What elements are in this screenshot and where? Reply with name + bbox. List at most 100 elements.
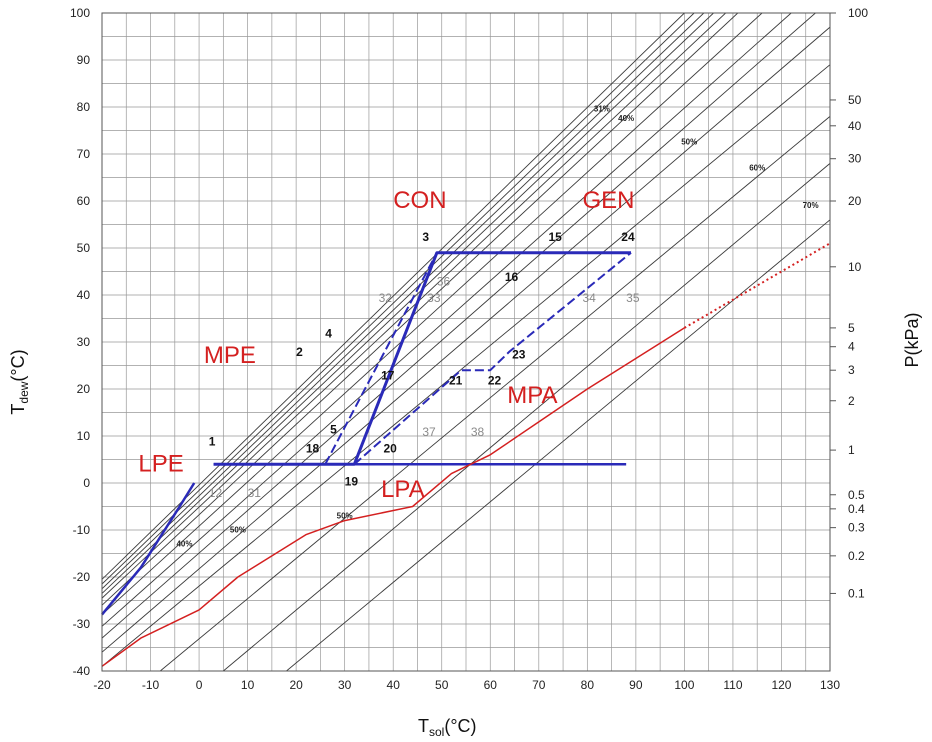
y-tick-label: -10 <box>73 523 91 537</box>
x-tick-label: 20 <box>289 678 303 692</box>
isostere-line <box>159 116 830 671</box>
y-tick-label: 30 <box>77 335 91 349</box>
isostere-label: 50% <box>681 138 697 147</box>
isostere-line <box>102 13 695 585</box>
isostere-line <box>102 26 830 653</box>
state-point-label: 19 <box>345 474 359 488</box>
region-label: LPA <box>381 476 425 503</box>
cycle-dashed-line <box>324 252 438 465</box>
y2-tick-label: 100 <box>848 6 868 20</box>
y2-axis-title: P(kPa) <box>902 312 922 367</box>
state-point-label: 33 <box>427 291 441 305</box>
y-tick-label: 60 <box>77 194 91 208</box>
x-tick-labels: -20 -10 0 10 20 30 40 50 60 70 80 90 100 110 120 130 <box>93 678 840 692</box>
state-point-label: 32 <box>379 291 393 305</box>
x-tick-label: 40 <box>387 678 401 692</box>
state-point-label: 23 <box>512 347 526 361</box>
y2-tick-label: 2 <box>848 394 855 408</box>
state-point-label: 24 <box>621 230 635 244</box>
y2-tick-label: 10 <box>848 260 862 274</box>
y2-tick-label: 0.2 <box>848 549 865 563</box>
y2-tick-label: 3 <box>848 363 855 377</box>
isostere-label: 70% <box>803 201 819 210</box>
isostere-line <box>102 13 792 627</box>
y-tick-label: 80 <box>77 100 91 114</box>
y-tick-label: 50 <box>77 241 91 255</box>
state-point-label: 1 <box>209 434 216 448</box>
y2-tick-label: 5 <box>848 321 855 335</box>
low-pressure-evaporator-line <box>101 482 196 616</box>
state-point-label: 18 <box>306 441 320 455</box>
state-point-label: 36 <box>437 275 451 289</box>
x-tick-label: 130 <box>820 678 840 692</box>
x-tick-label: 100 <box>674 678 694 692</box>
state-point-label: 16 <box>505 270 519 284</box>
y-tick-label: 90 <box>77 53 91 67</box>
state-point-label: 2 <box>296 345 303 359</box>
region-label: CON <box>393 187 446 214</box>
isostere-label: 50% <box>337 511 353 520</box>
y-tick-label: 0 <box>83 476 90 490</box>
isostere-line <box>286 219 830 671</box>
y2-tick-label: 4 <box>848 340 855 354</box>
isostere-line <box>102 13 816 639</box>
y2-tick-label: 40 <box>848 119 862 133</box>
x-axis-title: Tsol(°C) <box>418 716 477 739</box>
y-tick-labels: -40 -30 -20 -10 0 10 20 30 40 50 60 70 80 90 100 <box>70 6 90 678</box>
x-tick-label: 50 <box>435 678 449 692</box>
state-point-label: 12 <box>209 486 223 500</box>
y2-tick-labels: 100 50 40 30 20 10 5 4 3 2 1 0.50.4 0.3 0.2 0.1 <box>830 6 868 600</box>
x-tick-label: 70 <box>532 678 546 692</box>
state-point-label: 3 <box>422 230 429 244</box>
x-tick-label: 80 <box>581 678 595 692</box>
isostere-label: 31% <box>594 105 610 114</box>
region-label: LPE <box>138 450 183 477</box>
crystallization-curve-dotted <box>683 242 831 329</box>
y-tick-label: 100 <box>70 6 90 20</box>
y2-tick-label: 0.4 <box>848 502 865 516</box>
state-point-label: 35 <box>626 291 640 305</box>
region-label: GEN <box>582 187 634 214</box>
y-tick-label: 10 <box>77 429 91 443</box>
isostere-labels: 31% 40% 50% 60% 70% 40% 50% 50% <box>176 105 818 549</box>
x-tick-label: 120 <box>771 678 791 692</box>
x-tick-label: -10 <box>142 678 160 692</box>
y2-tick-label: 1 <box>848 443 855 457</box>
state-point-label: 31 <box>248 486 262 500</box>
x-tick-label: 110 <box>723 678 742 692</box>
x-tick-label: 90 <box>629 678 643 692</box>
cycle-line <box>213 251 632 466</box>
isostere-line <box>223 163 830 671</box>
y-tick-label: -20 <box>73 570 91 584</box>
state-point-label: 20 <box>383 441 397 455</box>
x-tick-label: 10 <box>241 678 255 692</box>
region-label: MPA <box>507 382 557 409</box>
y-tick-label: 20 <box>77 382 91 396</box>
x-tick-label: 60 <box>484 678 498 692</box>
y-axis-title: Tdew(°C) <box>8 349 31 414</box>
x-tick-label: 30 <box>338 678 352 692</box>
y-tick-label: 70 <box>77 147 91 161</box>
grid <box>101 12 831 672</box>
y-tick-label: -30 <box>73 617 91 631</box>
y-tick-label: -40 <box>73 664 91 678</box>
y2-tick-label: 20 <box>848 194 862 208</box>
isostere-line <box>102 13 714 594</box>
state-point-label: 37 <box>422 425 436 439</box>
state-point-label: 5 <box>330 423 337 437</box>
state-point-label: 4 <box>325 326 332 340</box>
state-point-label: 17 <box>381 369 395 383</box>
state-point-label: 21 <box>449 373 463 387</box>
y2-tick-label: 0.3 <box>848 521 865 535</box>
state-point-label: 15 <box>549 230 563 244</box>
x-tick-label: 0 <box>196 678 203 692</box>
x-tick-label: -20 <box>93 678 111 692</box>
state-point-label: 38 <box>471 425 485 439</box>
plot-frame <box>101 12 831 672</box>
isostere-line <box>102 13 726 599</box>
isostere-label: 40% <box>618 114 634 123</box>
region-labels: CON GEN MPE LPE MPA LPA <box>138 187 634 503</box>
isostere-line <box>102 13 763 615</box>
y2-tick-label: 0.5 <box>848 488 865 502</box>
